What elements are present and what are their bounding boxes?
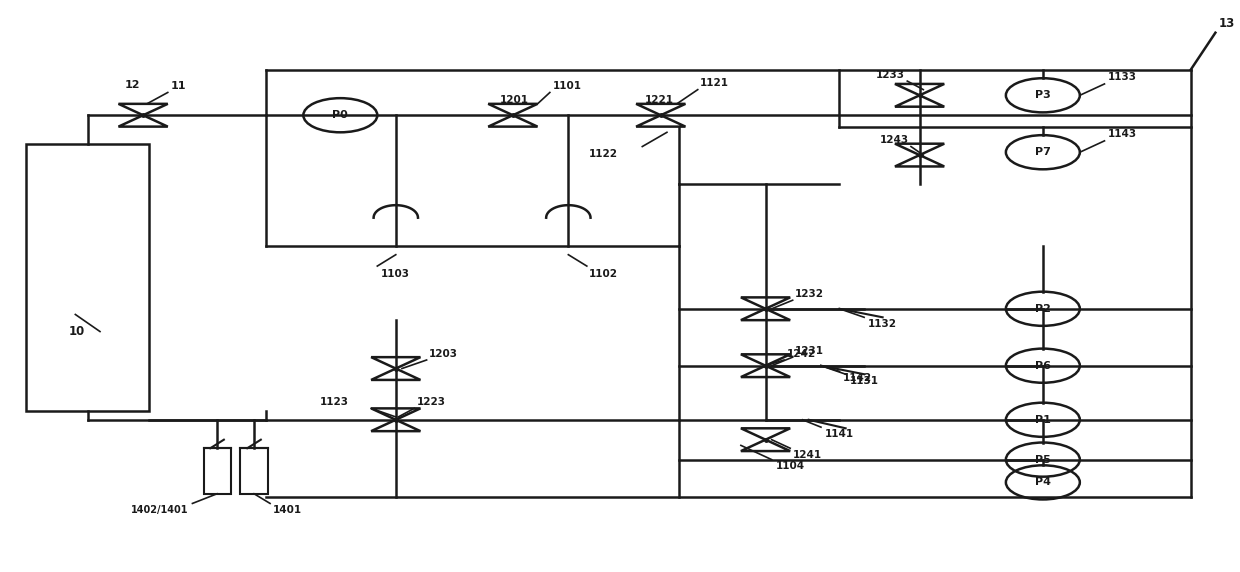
- Text: 1221: 1221: [645, 95, 673, 105]
- Text: 1243: 1243: [879, 135, 909, 145]
- Text: 1121: 1121: [701, 78, 729, 89]
- Text: 1132: 1132: [868, 319, 897, 329]
- Text: 11: 11: [170, 81, 186, 92]
- Text: 12: 12: [125, 80, 140, 90]
- Text: P2: P2: [1035, 304, 1050, 314]
- Text: 10: 10: [69, 325, 86, 338]
- Text: P6: P6: [1035, 361, 1050, 371]
- Text: 1131: 1131: [849, 376, 878, 386]
- Bar: [203, 448, 231, 494]
- Text: P3: P3: [1035, 90, 1050, 100]
- Text: P7: P7: [1035, 147, 1050, 157]
- Bar: [241, 448, 268, 494]
- Text: 13: 13: [1219, 17, 1235, 30]
- Text: 1242: 1242: [786, 349, 816, 359]
- Text: 1103: 1103: [381, 269, 410, 279]
- Text: 1201: 1201: [500, 95, 528, 105]
- Text: 1142: 1142: [843, 373, 872, 383]
- Bar: [26, 144, 149, 411]
- Text: P4: P4: [1035, 478, 1050, 487]
- Text: 1241: 1241: [792, 450, 822, 460]
- Text: 1401: 1401: [273, 505, 301, 515]
- Text: 1101: 1101: [552, 81, 582, 92]
- Text: 1123: 1123: [320, 396, 348, 407]
- Text: 1122: 1122: [589, 149, 618, 160]
- Text: P0: P0: [332, 110, 348, 120]
- Text: P1: P1: [1035, 415, 1050, 425]
- Text: 1143: 1143: [1109, 129, 1137, 139]
- Text: 1141: 1141: [825, 429, 854, 439]
- Text: 1402/1401: 1402/1401: [131, 505, 188, 515]
- Text: 1203: 1203: [429, 349, 458, 359]
- Text: 1232: 1232: [795, 289, 825, 299]
- Text: 1102: 1102: [589, 269, 619, 279]
- Text: P5: P5: [1035, 455, 1050, 464]
- Text: 1231: 1231: [795, 346, 825, 356]
- Text: 1223: 1223: [417, 396, 445, 407]
- Text: 1133: 1133: [1109, 72, 1137, 82]
- Text: 1233: 1233: [875, 70, 905, 80]
- Text: 1104: 1104: [775, 462, 805, 471]
